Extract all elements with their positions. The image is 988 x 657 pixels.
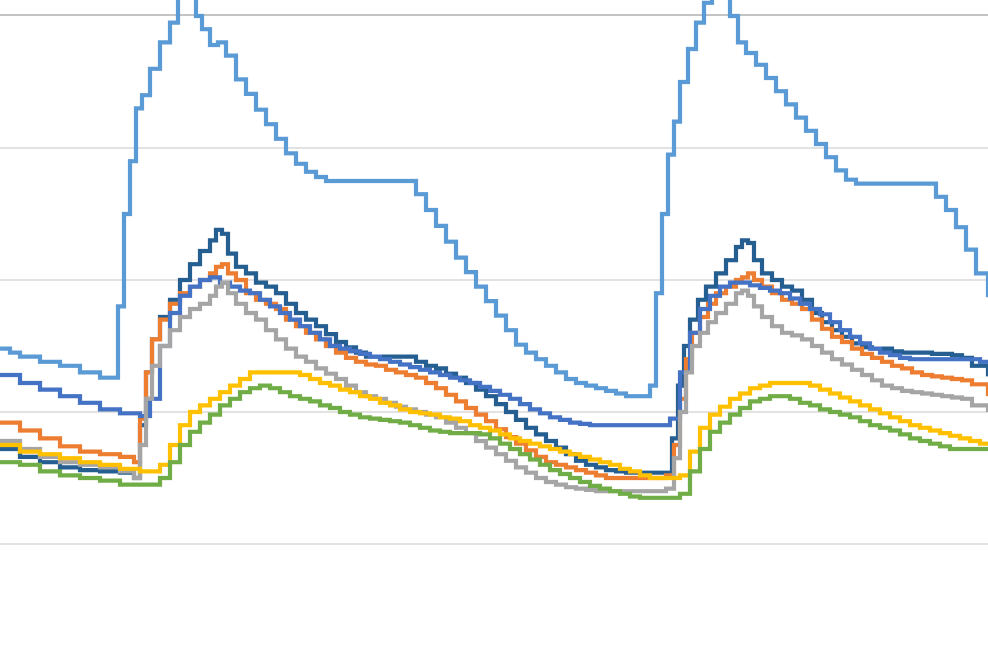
gridlines xyxy=(0,147,988,545)
series-line-5 xyxy=(0,280,988,494)
series-layer xyxy=(0,0,988,500)
series-line-6 xyxy=(0,370,988,481)
series-line-1 xyxy=(0,0,988,399)
series-line-4 xyxy=(0,275,988,428)
series-line-2 xyxy=(0,227,988,481)
series-line-7 xyxy=(0,383,988,500)
